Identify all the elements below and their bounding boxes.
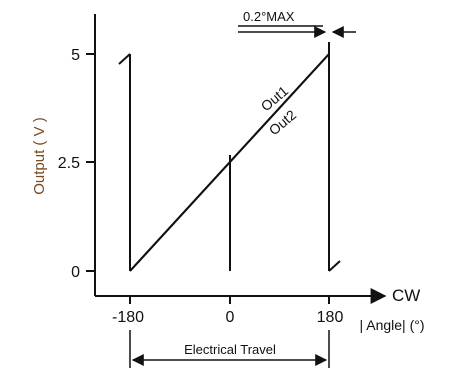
x-tick-label-neg180: -180 — [112, 309, 144, 326]
y-tick-label-0: 0 — [71, 264, 80, 281]
series-group — [129, 53, 330, 272]
right-stub — [328, 260, 341, 272]
y-axis-title: Output ( V ) — [31, 117, 48, 195]
x-axis-direction-label: CW — [392, 286, 420, 305]
y-tick-label-2.5: 2.5 — [58, 155, 80, 172]
y-tick-label-5: 5 — [71, 47, 80, 64]
left-stub — [118, 53, 131, 65]
x-axis-title: | Angle| (°) — [359, 317, 424, 333]
travel-label: Electrical Travel — [184, 342, 276, 357]
max-label: 0.2°MAX — [243, 9, 295, 24]
x-tick-label-180: 180 — [317, 309, 344, 326]
series-line-out2 — [129, 53, 330, 272]
x-tick-label-0: 0 — [226, 309, 235, 326]
